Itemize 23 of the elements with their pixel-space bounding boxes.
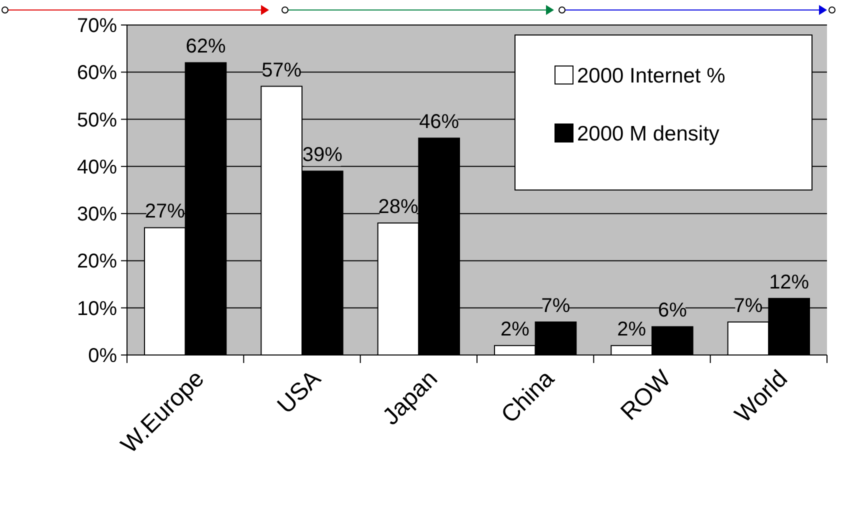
y-tick-label: 10% [76,298,118,320]
y-tick-label: 0% [88,345,118,367]
data-label: 39% [302,144,343,166]
y-tick-label: 30% [76,204,118,226]
y-tick-label: 60% [76,62,118,84]
data-label: 27% [144,200,186,223]
data-label: 7% [734,295,763,317]
data-label: 62% [186,36,226,58]
legend-label: 2000 M density [577,122,720,146]
y-tick-label: 20% [76,250,118,273]
data-label: 28% [378,196,418,218]
data-label: 6% [658,300,688,322]
data-label: 2% [617,318,646,341]
y-tick-label: 40% [76,156,118,178]
data-label: 46% [419,111,460,134]
legend-label: 2000 Internet % [577,64,726,88]
x-tick-label: USA [272,365,326,420]
data-label: 2% [500,318,530,341]
y-tick-label: 50% [76,109,118,132]
y-tick-label: 70% [76,15,118,37]
data-label: 57% [262,59,302,82]
data-label: 7% [541,295,570,317]
data-label: 12% [769,271,810,294]
